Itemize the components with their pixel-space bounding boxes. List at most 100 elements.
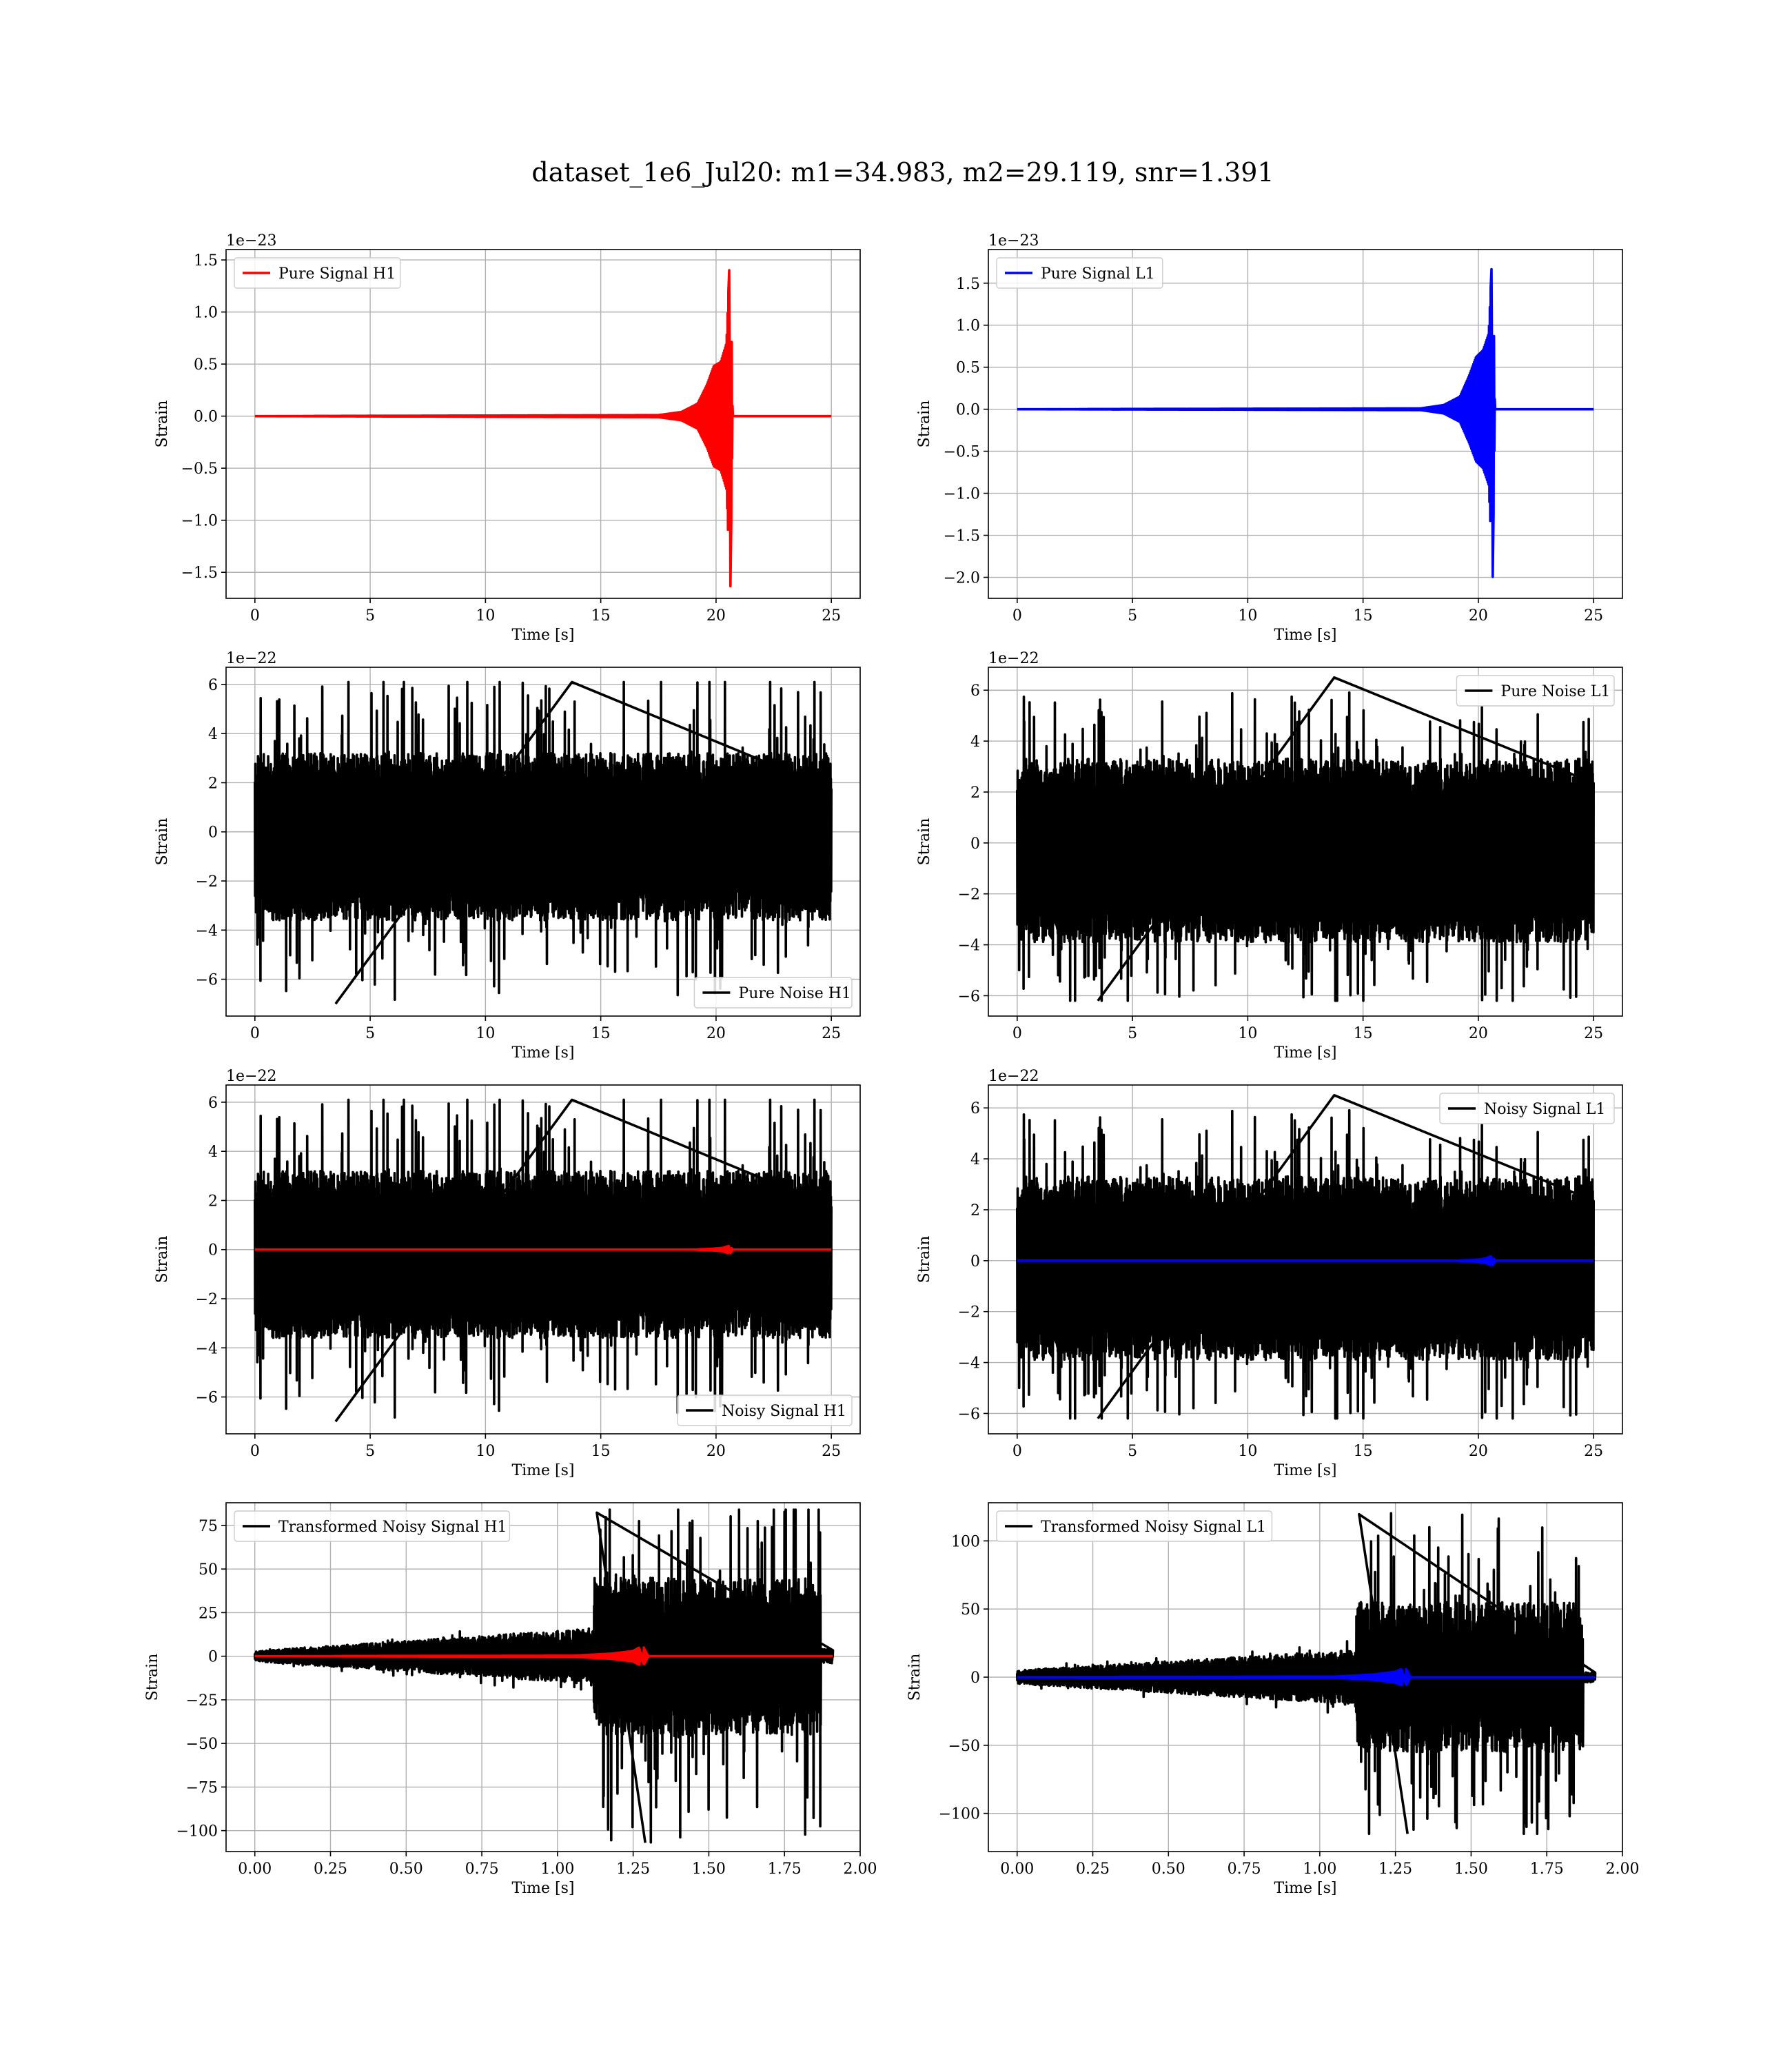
y-axis-label: Strain xyxy=(906,1654,924,1701)
y-tick-label: 6 xyxy=(208,677,218,694)
x-tick-label: 20 xyxy=(1469,607,1488,625)
y-tick-label: 2 xyxy=(208,775,218,792)
legend-label: Pure Noise H1 xyxy=(738,985,851,1002)
legend-box xyxy=(693,977,853,1008)
x-tick-label: 5 xyxy=(365,1443,375,1460)
legend: Pure Signal H1 xyxy=(234,257,401,289)
x-axis-label: Time [s] xyxy=(511,627,574,644)
x-tick-label: 10 xyxy=(1238,1443,1257,1460)
y-tick-label: 4 xyxy=(970,1151,980,1168)
chart-pure-noise-h1: 0 5 10 15 20 25 −6 −4 −2 0 2 4 6 Time [s] Strain 1e−22 P… xyxy=(154,650,861,1062)
y-tick-label: 0 xyxy=(208,1242,218,1259)
y-tick-label: −100 xyxy=(176,1823,218,1841)
x-tick-label: 1.25 xyxy=(1378,1861,1412,1878)
x-tick-label: 1.50 xyxy=(1454,1861,1488,1878)
x-axis-label: Time [s] xyxy=(1274,1462,1336,1479)
x-tick-label: 15 xyxy=(1354,1025,1373,1042)
y-tick-label: 4 xyxy=(970,733,980,751)
y-tick-label: 2 xyxy=(208,1193,218,1210)
y-axis-label: Strain xyxy=(916,1236,933,1284)
x-tick-label: 10 xyxy=(476,1025,495,1042)
x-tick-label: 0 xyxy=(250,1025,260,1042)
x-axis-label: Time [s] xyxy=(511,1044,574,1062)
x-tick-label: 0.25 xyxy=(1076,1861,1110,1878)
x-tick-label: 25 xyxy=(822,1443,841,1460)
axes-frame xyxy=(225,667,861,1017)
y-tick-label: 2 xyxy=(970,784,980,802)
y-tick-label: 6 xyxy=(970,682,980,700)
x-tick-label: 1.75 xyxy=(1530,1861,1564,1878)
y-tick-label: 0 xyxy=(208,824,218,842)
axis-offset-text: 1e−22 xyxy=(988,650,1039,667)
plot-area xyxy=(988,250,1622,598)
x-tick-label: 2.00 xyxy=(844,1861,877,1878)
legend-label: Noisy Signal L1 xyxy=(1484,1101,1605,1118)
y-tick-label: −2 xyxy=(196,1291,218,1308)
legend: Noisy Signal L1 xyxy=(1439,1093,1615,1124)
chart-pure-signal-h1: 0 5 10 15 20 25 −1.5 −1.0 −0.5 0.0 0.5 1.0 1.5 Time [… xyxy=(154,232,861,644)
series-line-noisy-signal-l1 xyxy=(1016,1094,1595,1420)
series-line-pure-signal-h1 xyxy=(254,269,833,588)
y-tick-label: −1.5 xyxy=(181,565,218,582)
legend-label: Pure Signal L1 xyxy=(1041,265,1155,283)
figure-title: dataset_1e6_Jul20: m1=34.983, m2=29.119,… xyxy=(531,157,1274,187)
y-tick-label: −4 xyxy=(196,922,218,940)
y-axis-label: Strain xyxy=(144,1654,161,1701)
legend: Pure Noise L1 xyxy=(1456,675,1615,707)
x-tick-label: 15 xyxy=(591,607,611,625)
legend: Pure Signal L1 xyxy=(996,257,1163,289)
y-tick-label: −1.0 xyxy=(944,486,980,503)
y-tick-label: −50 xyxy=(948,1738,980,1755)
x-tick-label: 20 xyxy=(706,607,726,625)
x-tick-label: 0.00 xyxy=(238,1861,272,1878)
axes-frame xyxy=(225,1502,861,1852)
y-tick-label: −25 xyxy=(186,1692,218,1710)
y-tick-label: −6 xyxy=(196,1390,218,1407)
legend: Pure Noise H1 xyxy=(693,977,853,1008)
chart-pure-signal-l1: 0 5 10 15 20 25 −2.0 −1.5 −1.0 −0.5 0.0 0.5 1.0 1.5 Ti… xyxy=(916,232,1623,644)
y-tick-label: −1.0 xyxy=(181,513,218,530)
x-tick-label: 15 xyxy=(1354,1443,1373,1460)
legend-label: Noisy Signal H1 xyxy=(722,1403,846,1420)
chart-noisy-signal-h1: 0 5 10 15 20 25 −6 −4 −2 0 2 4 6 Time [s] Strain 1e−22 N… xyxy=(154,1068,861,1479)
x-tick-label: 25 xyxy=(1584,1443,1603,1460)
y-tick-label: 0.0 xyxy=(956,402,980,419)
y-tick-label: 50 xyxy=(198,1561,218,1579)
legend-box xyxy=(234,1510,511,1542)
series-group xyxy=(254,1098,833,1423)
chart-noisy-signal-l1: 0 5 10 15 20 25 −6 −4 −2 0 2 4 6 Time [s] Strain 1e−22 N… xyxy=(916,1068,1623,1479)
axes-frame xyxy=(988,1084,1623,1435)
legend: Transformed Noisy Signal H1 xyxy=(234,1510,511,1542)
x-tick-label: 0.75 xyxy=(1228,1861,1261,1878)
x-tick-label: 2.00 xyxy=(1606,1861,1640,1878)
x-tick-label: 1.25 xyxy=(616,1861,650,1878)
series-group xyxy=(253,1508,835,1844)
x-tick-label: 20 xyxy=(1469,1025,1488,1042)
axes-frame xyxy=(225,1084,861,1435)
x-tick-label: 0.50 xyxy=(389,1861,423,1878)
x-axis-label: Time [s] xyxy=(1274,1044,1336,1062)
x-tick-label: 10 xyxy=(476,607,495,625)
y-tick-label: −2.0 xyxy=(944,570,980,587)
y-tick-label: −100 xyxy=(939,1806,980,1823)
y-tick-label: 50 xyxy=(961,1601,980,1619)
y-tick-label: −6 xyxy=(196,972,218,989)
y-axis-label: Strain xyxy=(916,401,933,448)
y-tick-label: 2 xyxy=(970,1202,980,1219)
y-axis-label: Strain xyxy=(154,401,171,448)
y-tick-label: 75 xyxy=(198,1518,218,1535)
y-axis-label: Strain xyxy=(154,818,171,866)
x-tick-label: 0.50 xyxy=(1152,1861,1185,1878)
y-tick-label: 0.5 xyxy=(956,360,980,377)
y-tick-label: −4 xyxy=(958,1355,980,1372)
x-tick-label: 10 xyxy=(476,1443,495,1460)
legend-box xyxy=(1456,675,1615,707)
y-tick-label: 1.5 xyxy=(194,252,218,270)
y-tick-label: 0 xyxy=(970,1670,980,1687)
y-axis-label: Strain xyxy=(916,818,933,866)
y-tick-label: 6 xyxy=(208,1095,218,1112)
legend-label: Transformed Noisy Signal H1 xyxy=(278,1519,507,1536)
x-tick-label: 0 xyxy=(1012,607,1022,625)
y-tick-label: 25 xyxy=(198,1605,218,1622)
series-line-pure-noise-h1 xyxy=(254,680,833,1005)
